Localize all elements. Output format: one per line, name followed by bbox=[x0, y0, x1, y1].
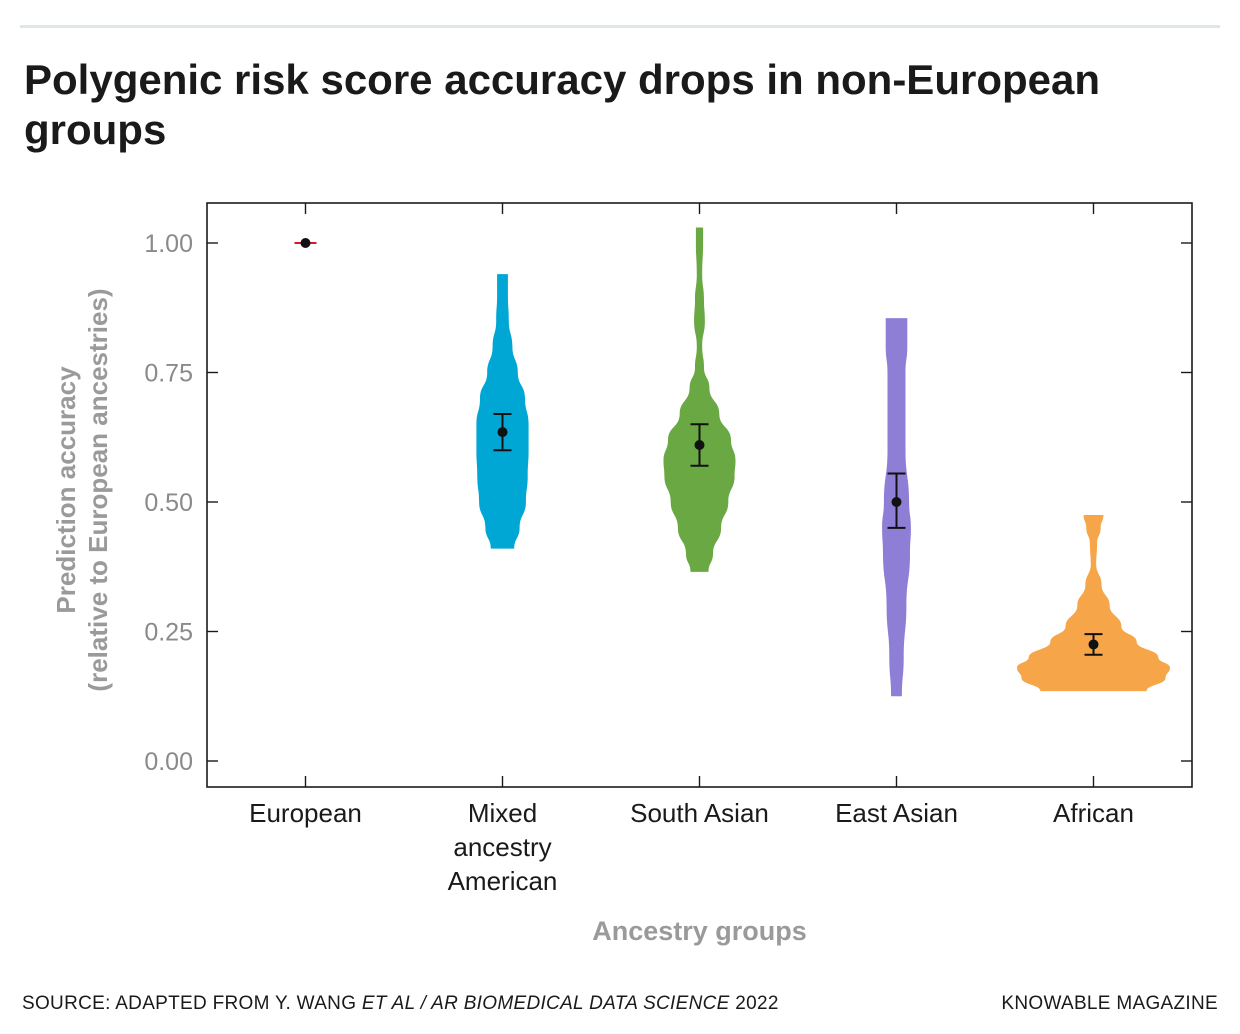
x-tick-label: East Asian bbox=[835, 798, 958, 828]
chart-title: Polygenic risk score accuracy drops in n… bbox=[24, 56, 1101, 153]
y-tick-label: 0.00 bbox=[144, 748, 193, 776]
mean-point bbox=[891, 497, 902, 507]
source-prefix: SOURCE: ADAPTED FROM Y. WANG bbox=[22, 993, 362, 1014]
source-credit: SOURCE: ADAPTED FROM Y. WANG ET AL / AR … bbox=[22, 993, 779, 1015]
y-tick-label: 0.75 bbox=[144, 360, 193, 388]
x-axis-label: Ancestry groups bbox=[592, 916, 807, 946]
mean-point bbox=[694, 440, 705, 451]
top-divider bbox=[20, 25, 1220, 28]
violin-african bbox=[1017, 514, 1170, 692]
source-italic: ET AL / AR BIOMEDICAL DATA SCIENCE bbox=[361, 993, 730, 1014]
mean-point bbox=[497, 427, 508, 438]
violin-south-asian bbox=[663, 227, 736, 572]
x-tick-label: Mixed ancestry American bbox=[448, 798, 558, 896]
y-tick-label: 1.00 bbox=[144, 230, 193, 258]
mean-point bbox=[1088, 639, 1099, 650]
brand-name: KNOWABLE MAGAZINE bbox=[1001, 993, 1218, 1014]
mean-point bbox=[300, 238, 311, 248]
x-tick-label: South Asian bbox=[630, 798, 769, 828]
source-year: 2022 bbox=[729, 993, 779, 1014]
y-tick-label: 0.50 bbox=[144, 489, 193, 517]
x-tick-label: African bbox=[1053, 798, 1134, 828]
y-tick-label: 0.25 bbox=[144, 619, 193, 647]
violin-mixed-ancestry-american bbox=[476, 274, 529, 549]
x-tick-label: European bbox=[249, 798, 362, 828]
y-axis-label: Prediction accuracy(relative to European… bbox=[51, 288, 113, 691]
